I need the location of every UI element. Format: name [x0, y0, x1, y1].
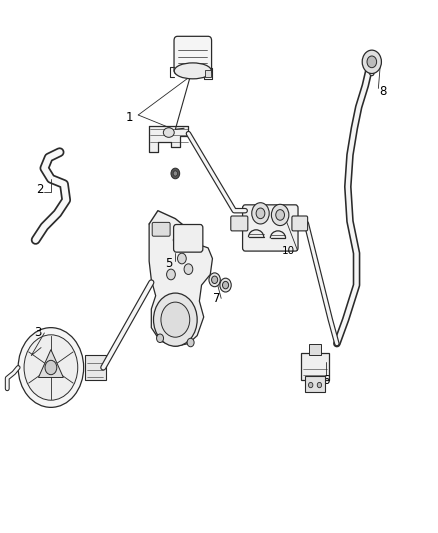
- Circle shape: [367, 56, 377, 68]
- Circle shape: [161, 302, 190, 337]
- Circle shape: [18, 328, 84, 407]
- Circle shape: [272, 204, 289, 225]
- Text: 1: 1: [126, 111, 133, 124]
- Text: 10: 10: [283, 246, 295, 255]
- FancyBboxPatch shape: [85, 355, 106, 380]
- Circle shape: [173, 171, 177, 176]
- Circle shape: [317, 382, 321, 387]
- Polygon shape: [149, 126, 188, 152]
- FancyBboxPatch shape: [305, 376, 325, 392]
- Text: 2: 2: [36, 183, 44, 196]
- Circle shape: [220, 278, 231, 292]
- Text: 5: 5: [165, 257, 173, 270]
- Circle shape: [308, 382, 313, 387]
- Text: 8: 8: [379, 85, 386, 98]
- Circle shape: [153, 293, 197, 346]
- FancyBboxPatch shape: [243, 205, 298, 251]
- FancyBboxPatch shape: [174, 36, 212, 74]
- Circle shape: [171, 168, 180, 179]
- Circle shape: [45, 360, 57, 375]
- FancyBboxPatch shape: [300, 353, 329, 379]
- Circle shape: [24, 335, 78, 400]
- Circle shape: [166, 269, 175, 280]
- Ellipse shape: [163, 128, 174, 138]
- Polygon shape: [149, 211, 212, 346]
- FancyBboxPatch shape: [231, 216, 248, 231]
- Text: 3: 3: [34, 326, 42, 340]
- Text: 7: 7: [213, 292, 221, 305]
- Circle shape: [209, 273, 220, 287]
- Text: 6: 6: [322, 374, 330, 387]
- Text: 9: 9: [172, 236, 179, 249]
- Circle shape: [276, 209, 285, 220]
- Circle shape: [223, 281, 229, 289]
- FancyBboxPatch shape: [205, 70, 211, 77]
- Circle shape: [212, 276, 218, 284]
- Circle shape: [362, 50, 381, 74]
- Circle shape: [177, 253, 186, 264]
- FancyBboxPatch shape: [292, 216, 307, 231]
- Ellipse shape: [174, 63, 212, 79]
- Circle shape: [156, 334, 163, 343]
- FancyBboxPatch shape: [309, 344, 321, 356]
- Circle shape: [252, 203, 269, 224]
- FancyBboxPatch shape: [152, 222, 170, 236]
- FancyBboxPatch shape: [173, 224, 203, 252]
- Circle shape: [187, 338, 194, 347]
- Circle shape: [184, 264, 193, 274]
- Polygon shape: [39, 350, 64, 377]
- Circle shape: [256, 208, 265, 219]
